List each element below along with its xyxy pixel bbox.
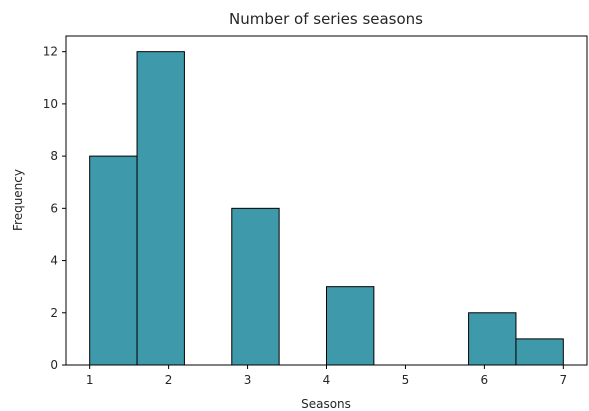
- x-tick-label: 4: [323, 373, 331, 387]
- histogram-bar-1: [136, 51, 185, 366]
- y-tick-label: 0: [50, 358, 58, 372]
- y-axis-label: Frequency: [11, 169, 25, 231]
- y-tick-label: 12: [43, 45, 58, 59]
- chart-title: Number of series seasons: [229, 10, 423, 28]
- y-tick-label: 10: [43, 97, 58, 111]
- x-tick-label: 1: [86, 373, 94, 387]
- y-tick-label: 4: [50, 254, 58, 268]
- histogram-bar-8: [468, 312, 517, 366]
- y-axis-ticks: 0 2 4 6 8 10 12: [43, 45, 66, 372]
- x-tick-label: 3: [244, 373, 252, 387]
- histogram-bar-5: [326, 286, 375, 366]
- x-tick-label: 7: [559, 373, 567, 387]
- y-tick-label: 8: [50, 149, 58, 163]
- histogram-bar-3: [231, 207, 280, 366]
- bars-group: [89, 51, 564, 366]
- y-tick-label: 2: [50, 306, 58, 320]
- x-tick-label: 6: [481, 373, 489, 387]
- x-axis-label: Seasons: [301, 397, 351, 411]
- plot-frame: [65, 35, 588, 366]
- x-axis-ticks: 1 2 3 4 5 6 7: [86, 365, 567, 387]
- y-tick-label: 6: [50, 201, 58, 215]
- histogram-bar-9: [515, 338, 564, 366]
- x-tick-label: 2: [165, 373, 173, 387]
- histogram-bar-0: [89, 155, 138, 366]
- x-tick-label: 5: [402, 373, 410, 387]
